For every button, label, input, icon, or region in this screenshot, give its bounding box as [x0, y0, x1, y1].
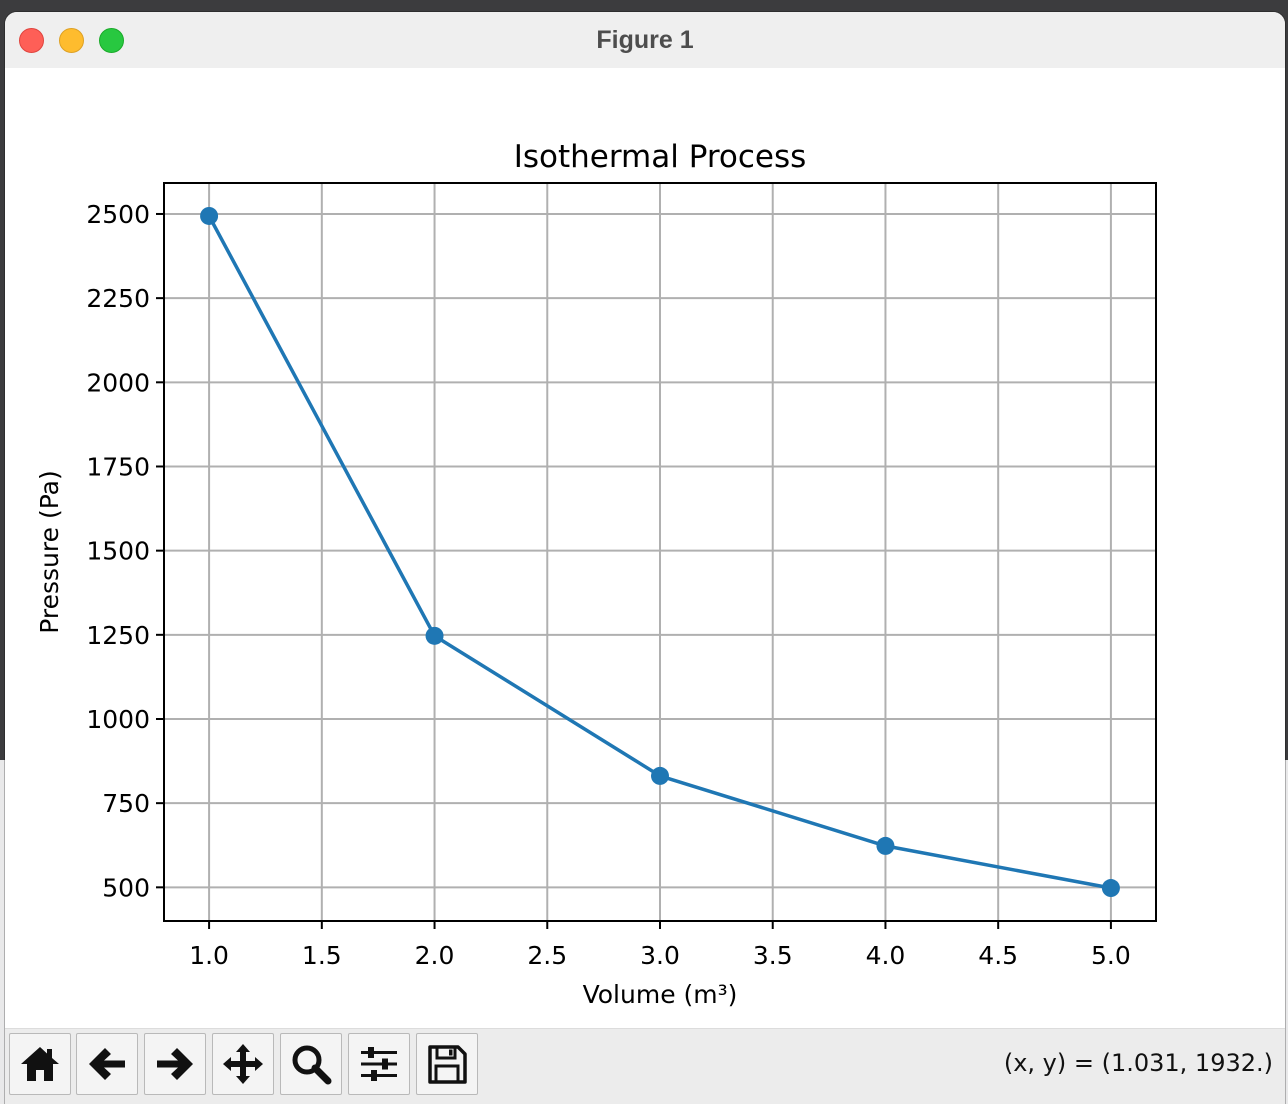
configure-subplots-button[interactable]	[348, 1033, 410, 1095]
y-tick-label: 2500	[86, 200, 150, 229]
home-button[interactable]	[9, 1033, 71, 1095]
y-tick-label: 2000	[86, 368, 150, 397]
magnifier-icon	[292, 1045, 332, 1085]
cursor-coordinates: (x, y) = (1.031, 1932.)	[1003, 1049, 1273, 1077]
line-chart: 1.0 1.5 2.0 2.5 3.0 3.5 4.0 4.5 5.0 500 750 1000 12…	[35, 139, 1157, 1009]
data-point	[200, 206, 219, 225]
arrow-left-icon	[89, 1048, 125, 1080]
y-tick-label: 1750	[86, 452, 150, 481]
x-ticks: 1.0 1.5 2.0 2.5 3.0 3.5 4.0 4.5 5.0	[189, 921, 1131, 970]
figure-canvas[interactable]: 1.0 1.5 2.0 2.5 3.0 3.5 4.0 4.5 5.0 500 750 1000 12…	[5, 68, 1285, 1028]
x-tick-label: 1.5	[302, 941, 342, 970]
x-tick-label: 3.5	[753, 941, 793, 970]
arrow-right-icon	[157, 1048, 193, 1080]
figure-window: Figure 1 1.0 1.5 2.0 2.5 3.0 3.5 4.0 4.5 5.0 500…	[5, 12, 1285, 1104]
home-icon	[21, 1047, 59, 1081]
x-tick-label: 2.0	[415, 941, 455, 970]
x-tick-label: 3.0	[640, 941, 680, 970]
x-tick-label: 2.5	[527, 941, 567, 970]
y-tick-label: 500	[102, 873, 150, 902]
floppy-disk-icon	[428, 1045, 467, 1084]
y-axis-label: Pressure (Pa)	[35, 470, 64, 633]
y-tick-label: 2250	[86, 284, 150, 313]
close-window-button[interactable]	[19, 28, 44, 53]
grid-lines	[164, 183, 1156, 921]
x-tick-label: 4.0	[866, 941, 906, 970]
data-point	[425, 626, 444, 645]
x-tick-label: 5.0	[1091, 941, 1131, 970]
window-title: Figure 1	[596, 26, 694, 54]
chart-title: Isothermal Process	[514, 139, 807, 175]
forward-button[interactable]	[144, 1033, 206, 1095]
series-markers	[200, 206, 1120, 898]
x-tick-label: 1.0	[189, 941, 229, 970]
sliders-icon	[361, 1047, 397, 1081]
data-point	[651, 766, 669, 785]
x-tick-label: 4.5	[978, 941, 1018, 970]
y-tick-label: 1500	[86, 537, 150, 566]
y-tick-label: 1000	[86, 705, 150, 734]
x-axis-label: Volume (m³)	[583, 980, 738, 1009]
y-tick-label: 1250	[86, 621, 150, 650]
data-point	[876, 836, 895, 855]
y-ticks: 500 750 1000 1250 1500 1750 2000 2250 2500	[86, 200, 164, 902]
back-button[interactable]	[76, 1033, 138, 1095]
zoom-button[interactable]	[280, 1033, 342, 1095]
data-point	[1101, 879, 1120, 898]
navigation-toolbar: (x, y) = (1.031, 1932.)	[5, 1028, 1285, 1104]
pan-button[interactable]	[212, 1033, 274, 1095]
minimize-window-button[interactable]	[59, 28, 84, 53]
save-button[interactable]	[416, 1033, 478, 1095]
maximize-window-button[interactable]	[99, 28, 124, 53]
y-tick-label: 750	[102, 789, 150, 818]
title-bar: Figure 1	[5, 12, 1285, 69]
move-icon	[223, 1044, 263, 1084]
